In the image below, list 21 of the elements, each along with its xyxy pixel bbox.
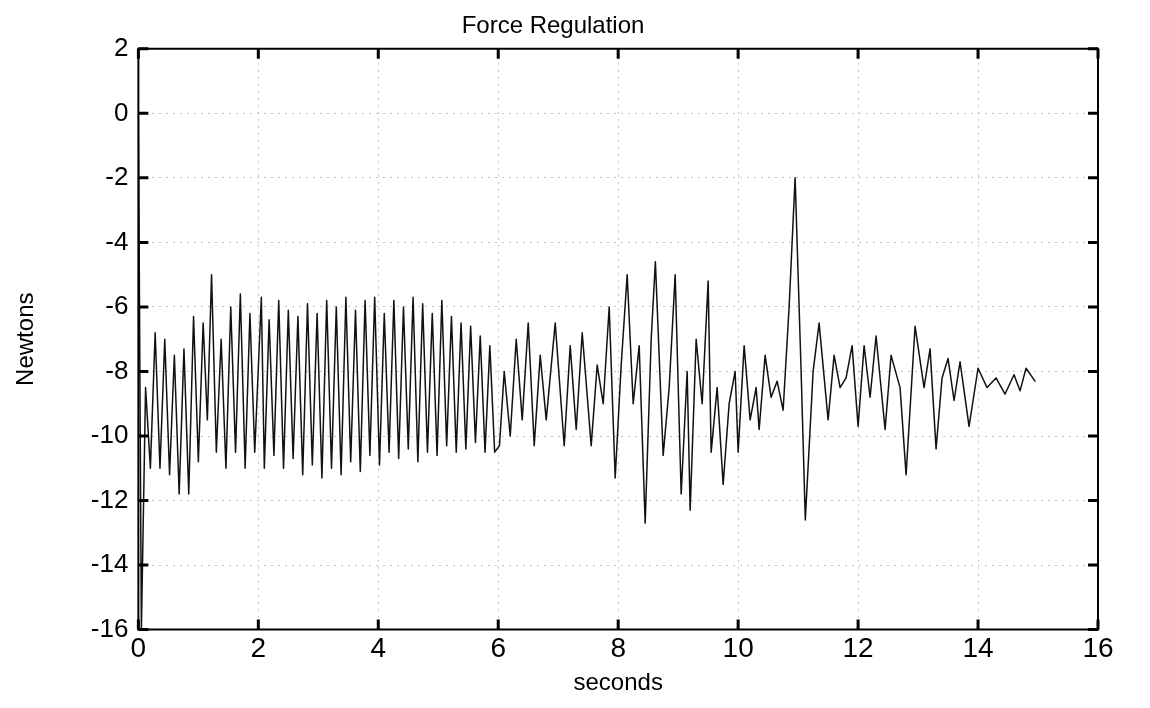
x-tick-label: 4 bbox=[370, 632, 387, 664]
y-tick-label: -2 bbox=[105, 161, 129, 192]
chart-title: Force Regulation bbox=[461, 11, 645, 39]
y-tick-label: 0 bbox=[113, 96, 129, 127]
y-tick-label: -12 bbox=[90, 483, 129, 514]
x-tick-label: 14 bbox=[962, 632, 994, 664]
x-tick-label: 2 bbox=[250, 632, 267, 664]
y-tick-label: -16 bbox=[90, 612, 129, 643]
y-tick-label: -8 bbox=[105, 354, 129, 385]
x-tick-label: 8 bbox=[610, 632, 626, 664]
x-axis-title: seconds bbox=[573, 668, 663, 696]
y-axis-title: Newtons bbox=[11, 292, 39, 386]
x-tick-label: 10 bbox=[722, 632, 754, 664]
x-tick-label: 16 bbox=[1082, 632, 1114, 664]
y-tick-label: -4 bbox=[105, 225, 129, 256]
y-tick-label: 2 bbox=[113, 31, 129, 62]
y-tick-label: -6 bbox=[105, 290, 129, 321]
x-tick-label: 6 bbox=[490, 632, 507, 664]
y-tick-label: -14 bbox=[90, 548, 129, 579]
x-tick-label: 12 bbox=[842, 632, 874, 664]
y-tick-label: -10 bbox=[90, 419, 129, 450]
